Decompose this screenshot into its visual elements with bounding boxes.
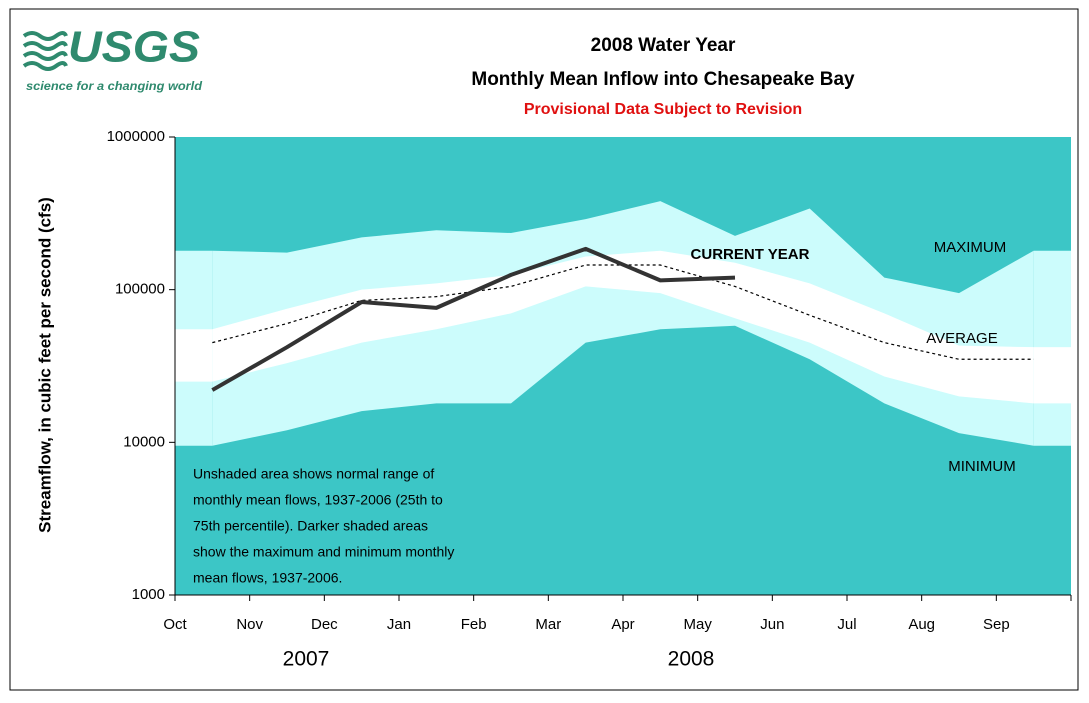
current-year-line bbox=[211, 246, 736, 392]
series-label: MAXIMUM bbox=[934, 239, 1007, 256]
logo: USGS science for a changing world bbox=[22, 23, 203, 93]
chart-note: Provisional Data Subject to Revision bbox=[524, 101, 802, 118]
x-tick-label: Oct bbox=[163, 616, 187, 633]
footnote-line: monthly mean flows, 1937-2006 (25th to bbox=[193, 492, 443, 508]
x-tick-label: Jan bbox=[387, 616, 411, 633]
footnote-line: 75th percentile). Darker shaded areas bbox=[193, 518, 428, 534]
logo-text: USGS bbox=[68, 23, 200, 72]
x-tick-label: Nov bbox=[236, 616, 263, 633]
normal-range-band-edge bbox=[1033, 347, 1071, 404]
x-tick-label: Sep bbox=[983, 616, 1010, 633]
x-tick-label: May bbox=[683, 616, 712, 633]
chart-title: 2008 Water Year bbox=[591, 35, 736, 56]
logo-tagline: science for a changing world bbox=[26, 79, 203, 93]
x-tick-label: Jul bbox=[837, 616, 856, 633]
series-label: CURRENT YEAR bbox=[691, 246, 810, 263]
y-tick-label: 10000 bbox=[123, 433, 165, 450]
x-tick-label: Jun bbox=[760, 616, 784, 633]
series-label: MINIMUM bbox=[948, 458, 1016, 475]
series-label: AVERAGE bbox=[926, 330, 997, 347]
y-tick-label: 1000000 bbox=[107, 128, 165, 145]
normal-range-band-edge bbox=[175, 329, 213, 382]
year-label: 2008 bbox=[668, 648, 715, 671]
normal-range-band bbox=[212, 250, 1034, 404]
footnote-line: mean flows, 1937-2006. bbox=[193, 570, 342, 586]
footnote-line: show the maximum and minimum monthly bbox=[193, 544, 454, 560]
x-tick-label: Mar bbox=[535, 616, 561, 633]
extreme-range-band bbox=[212, 201, 1034, 446]
x-tick-label: Aug bbox=[908, 616, 935, 633]
footnote-line: Unshaded area shows normal range of bbox=[193, 466, 434, 482]
y-axis-label: Streamflow, in cubic feet per second (cf… bbox=[35, 197, 54, 533]
x-tick-label: Dec bbox=[311, 616, 338, 633]
year-label: 2007 bbox=[283, 648, 330, 671]
chart-subtitle: Monthly Mean Inflow into Chesapeake Bay bbox=[471, 69, 855, 90]
x-tick-label: Feb bbox=[461, 616, 487, 633]
y-tick-label: 100000 bbox=[115, 281, 165, 298]
logo-waves bbox=[22, 31, 68, 71]
y-tick-label: 1000 bbox=[132, 586, 165, 603]
x-tick-label: Apr bbox=[611, 616, 634, 633]
